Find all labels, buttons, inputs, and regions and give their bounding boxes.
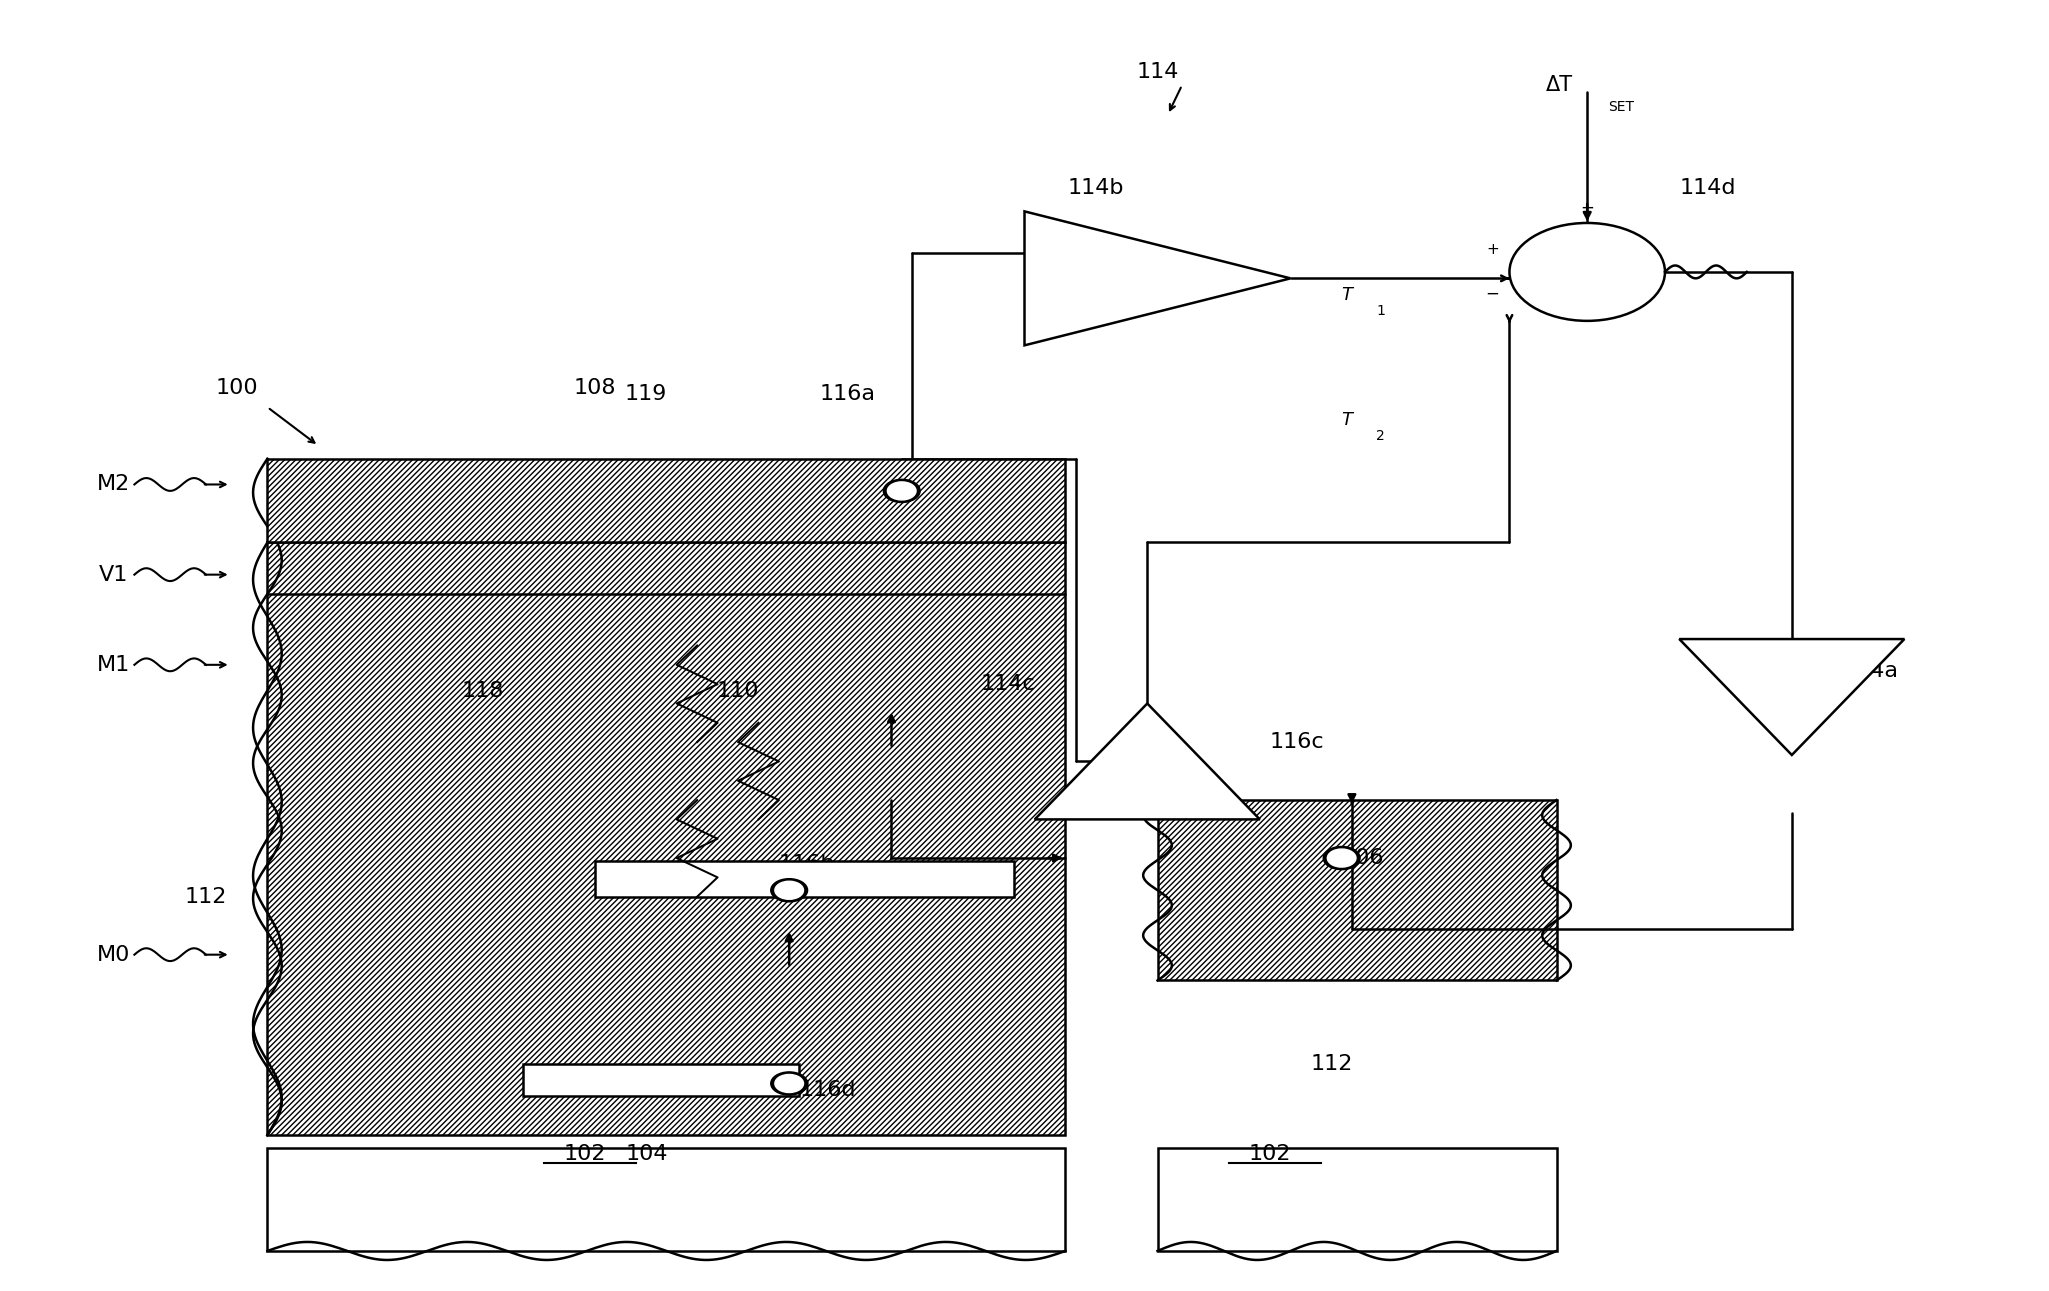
Text: 116d: 116d	[799, 1081, 856, 1100]
Text: 108: 108	[574, 378, 617, 398]
Text: 118: 118	[461, 680, 504, 701]
Polygon shape	[1035, 704, 1260, 820]
FancyBboxPatch shape	[1158, 800, 1557, 980]
Text: 114a: 114a	[1842, 661, 1899, 682]
Text: −: −	[1486, 285, 1500, 303]
Circle shape	[770, 879, 807, 902]
Circle shape	[883, 479, 920, 502]
Circle shape	[887, 482, 916, 500]
Circle shape	[775, 1074, 803, 1092]
Text: 1: 1	[1377, 303, 1385, 318]
Text: ΔT: ΔT	[1547, 75, 1574, 96]
Circle shape	[1324, 847, 1361, 870]
Text: 114c: 114c	[979, 674, 1035, 695]
Text: SET: SET	[1608, 99, 1633, 114]
Text: 104: 104	[625, 1144, 668, 1164]
Text: 112: 112	[184, 887, 227, 906]
FancyBboxPatch shape	[268, 542, 1065, 1135]
FancyBboxPatch shape	[268, 1148, 1065, 1251]
Text: 106: 106	[1342, 848, 1385, 868]
Polygon shape	[1680, 639, 1904, 755]
Text: 110: 110	[717, 680, 760, 701]
Text: V1: V1	[98, 564, 129, 585]
Text: 119: 119	[625, 385, 668, 404]
Text: 102: 102	[563, 1144, 607, 1164]
FancyBboxPatch shape	[268, 458, 1065, 542]
FancyBboxPatch shape	[1158, 1148, 1557, 1251]
Text: M0: M0	[96, 945, 131, 964]
Text: 116c: 116c	[1270, 732, 1324, 753]
Text: 114b: 114b	[1068, 178, 1125, 199]
Text: T: T	[1342, 287, 1352, 305]
Text: T: T	[1342, 411, 1352, 429]
Circle shape	[770, 1072, 807, 1095]
Text: 112: 112	[1311, 1055, 1352, 1074]
Text: M1: M1	[96, 655, 131, 675]
Text: 116b: 116b	[779, 855, 836, 874]
Circle shape	[1328, 849, 1356, 868]
Text: 114: 114	[1137, 62, 1178, 83]
Text: 100: 100	[215, 378, 258, 398]
Text: +: +	[1486, 243, 1500, 257]
FancyBboxPatch shape	[594, 861, 1014, 897]
FancyBboxPatch shape	[522, 1064, 799, 1096]
Text: 2: 2	[1377, 429, 1385, 443]
Text: M2: M2	[96, 475, 131, 494]
Polygon shape	[1024, 212, 1291, 346]
Text: 116a: 116a	[820, 385, 875, 404]
Circle shape	[775, 882, 803, 900]
Text: 114d: 114d	[1680, 178, 1736, 199]
Circle shape	[1510, 223, 1666, 321]
Text: 102: 102	[1248, 1144, 1291, 1164]
Text: −: −	[1580, 199, 1594, 217]
